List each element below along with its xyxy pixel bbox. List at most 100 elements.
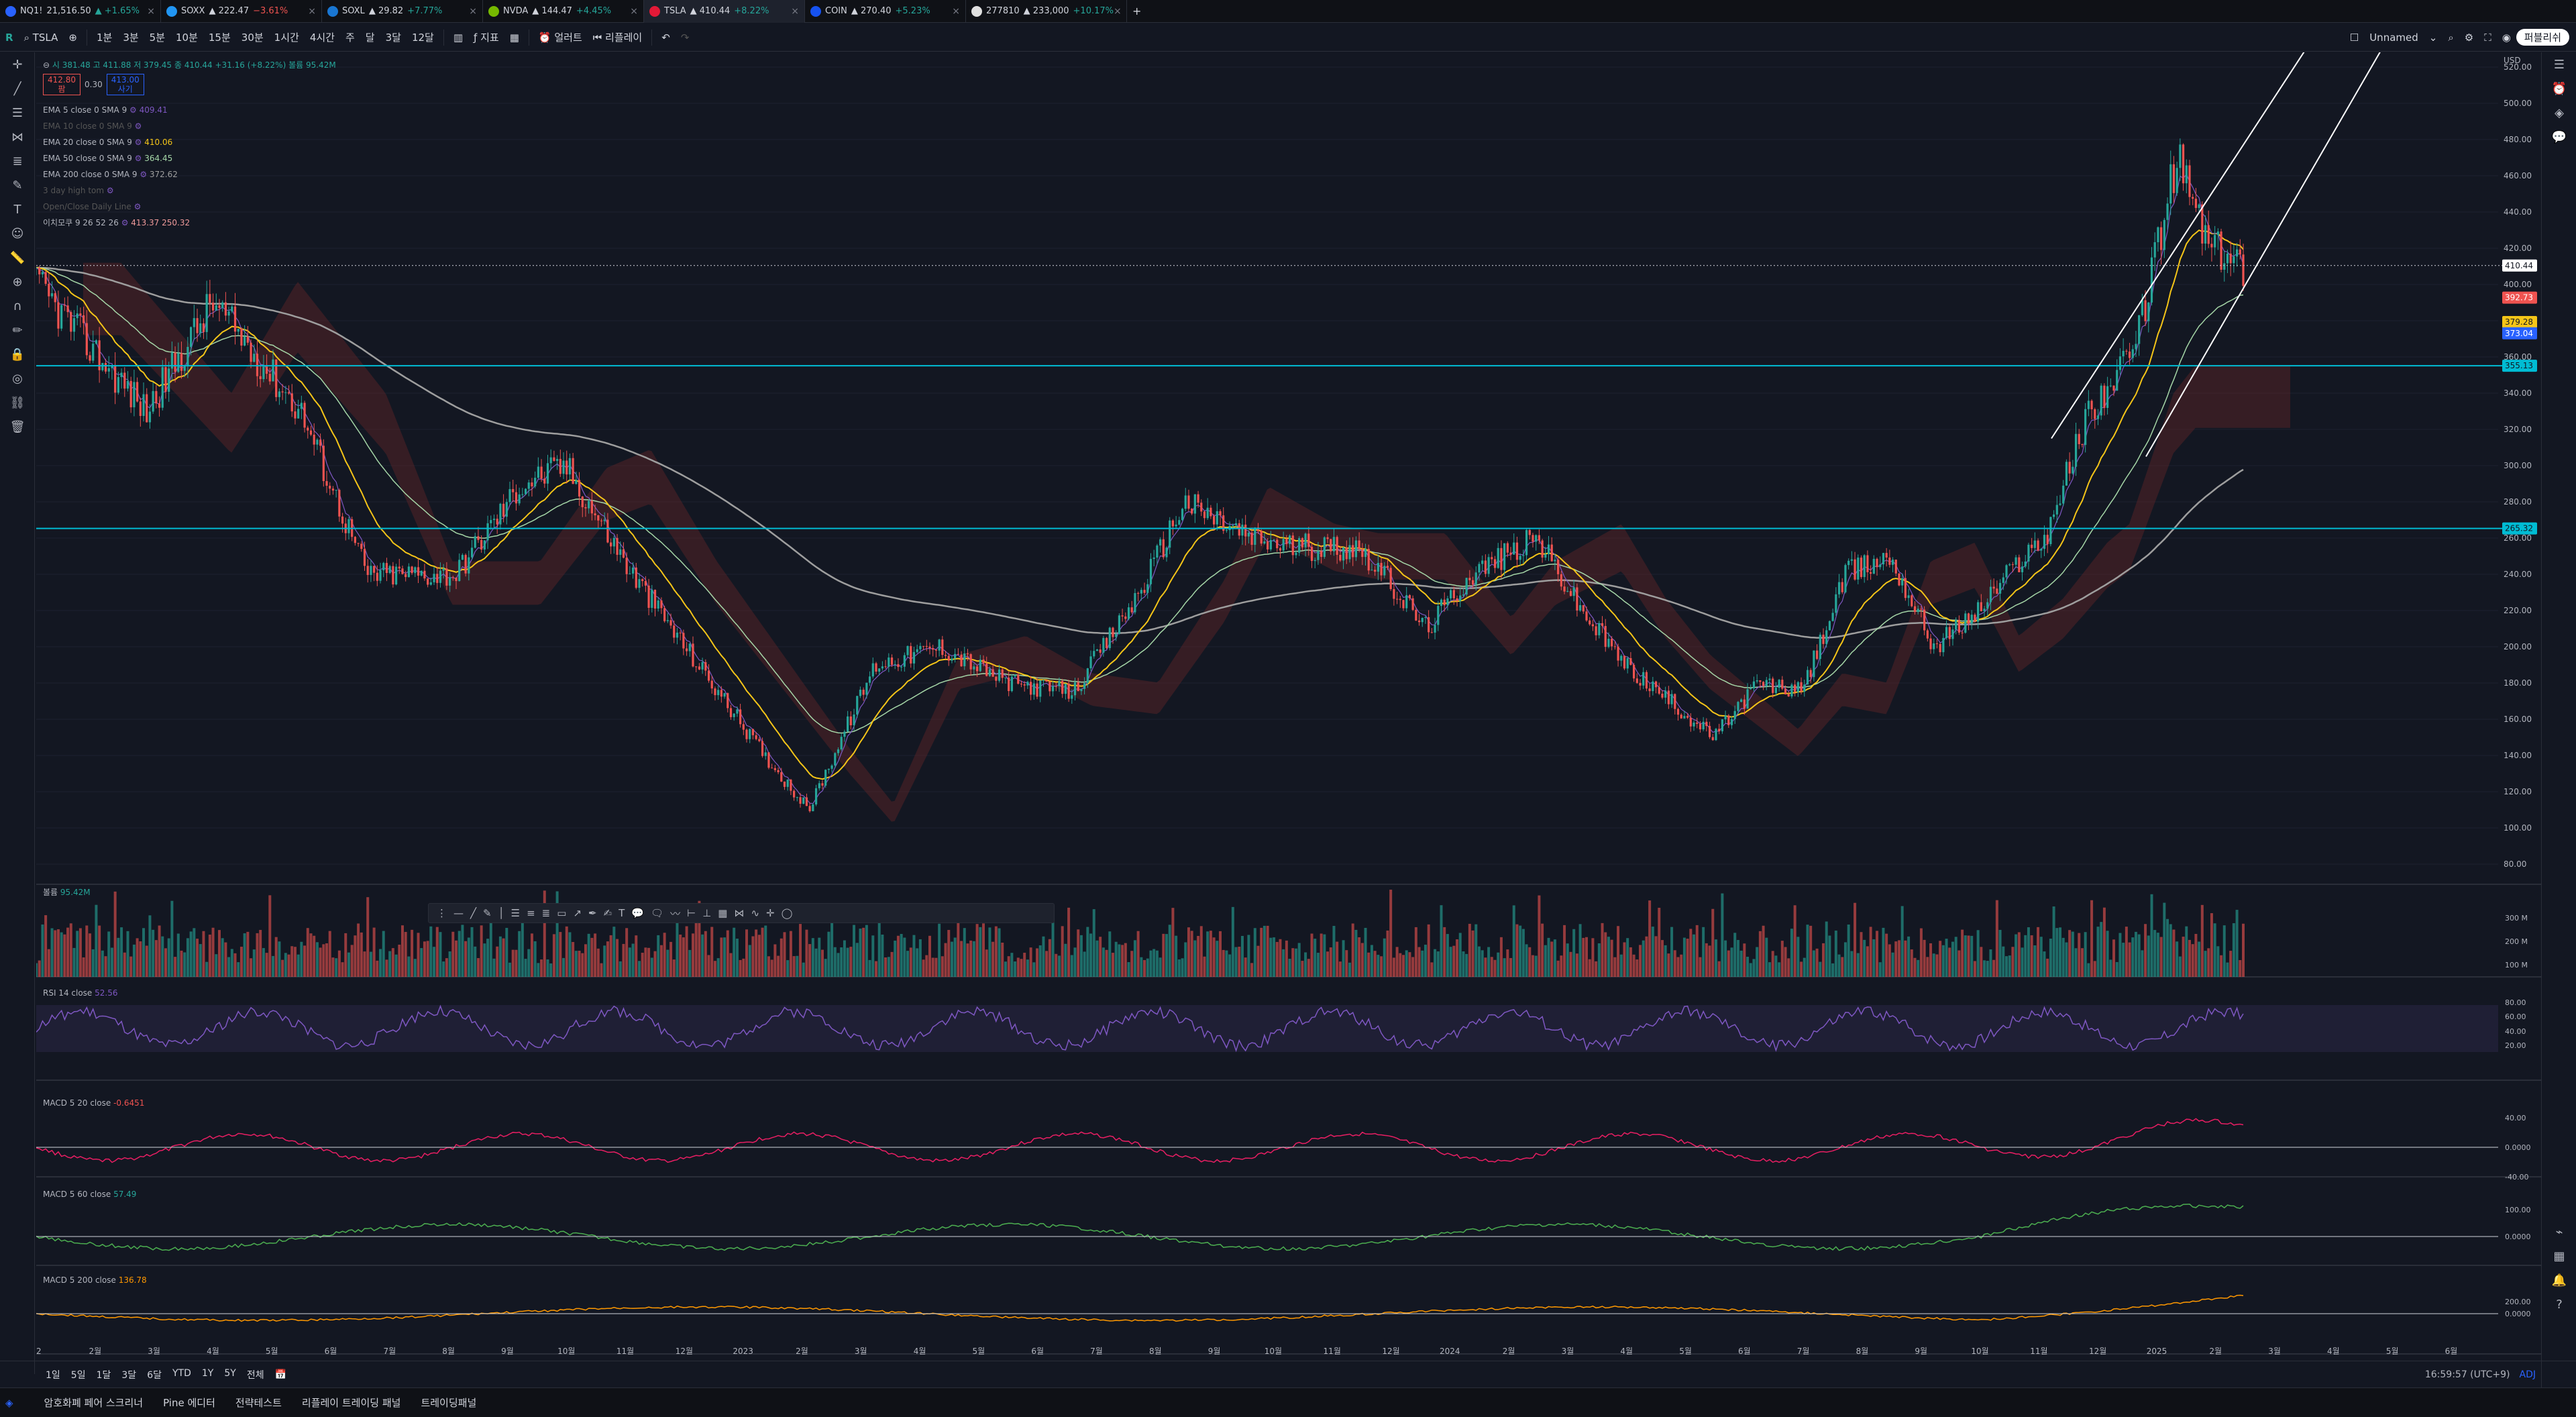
layout-name[interactable]: Unnamed: [2369, 31, 2418, 44]
calendar-icon[interactable]: ▦: [2553, 1249, 2565, 1263]
close-icon[interactable]: ×: [469, 5, 477, 17]
clock[interactable]: 16:59:57 (UTC+9): [2424, 1369, 2510, 1380]
tab-coin[interactable]: COIN ▲ 270.40 +5.23% ×: [805, 0, 966, 23]
crosshair-icon[interactable]: ✛: [12, 57, 23, 72]
layout-icon[interactable]: ☐: [2349, 31, 2359, 44]
rectangle-icon[interactable]: ▭: [557, 907, 567, 919]
indicator-settings-icon[interactable]: ⚙: [121, 218, 129, 227]
interval-3[interactable]: 10분: [176, 32, 198, 44]
date-range-icon[interactable]: ⊢: [687, 907, 696, 919]
pattern-icon[interactable]: ⋈: [734, 907, 745, 919]
goto-date-icon[interactable]: 📅: [274, 1369, 287, 1380]
tab-nvda[interactable]: NVDA ▲ 144.47 +4.45% ×: [483, 0, 644, 23]
range-4[interactable]: 6달: [147, 1369, 162, 1381]
indicator-settings-icon[interactable]: ⚙: [134, 154, 142, 163]
footer-tab-0[interactable]: 암호화폐 페어 스크리너: [44, 1397, 144, 1409]
range-6[interactable]: 1Y: [201, 1367, 214, 1379]
interval-8[interactable]: 주: [345, 32, 355, 44]
range-1[interactable]: 5일: [70, 1369, 86, 1381]
interval-2[interactable]: 5분: [149, 32, 165, 44]
indicator-row[interactable]: EMA 10 close 0 SMA 9 ⚙: [43, 118, 190, 134]
close-icon[interactable]: ×: [791, 5, 799, 17]
buy-button[interactable]: 413.00 사기: [106, 74, 144, 95]
pattern-icon[interactable]: ⋈: [11, 129, 23, 144]
tab-277810[interactable]: 277810 ▲ 233,000 +10.17% ×: [966, 0, 1127, 23]
indicator-row[interactable]: EMA 20 close 0 SMA 9 ⚙ 410.06: [43, 134, 190, 150]
indicator-settings-icon[interactable]: ⚙: [133, 202, 142, 211]
indicator-settings-icon[interactable]: ⚙: [134, 121, 142, 131]
text-icon[interactable]: T: [619, 907, 625, 919]
range-2[interactable]: 1달: [96, 1369, 111, 1381]
footer-tab-1[interactable]: Pine 에디터: [163, 1397, 215, 1409]
footer-tab-3[interactable]: 리플레이 트레이딩 패널: [301, 1397, 401, 1409]
footer-tab-4[interactable]: 트레이딩패널: [421, 1397, 477, 1409]
indicator-settings-icon[interactable]: ⚙: [134, 138, 142, 147]
range-3[interactable]: 3달: [121, 1369, 137, 1381]
interval-6[interactable]: 1시간: [274, 32, 299, 44]
chevron-down-icon[interactable]: ⌄: [2428, 31, 2438, 44]
indicator-row[interactable]: 3 day high tom ⚙: [43, 182, 190, 199]
alerts-clock-icon[interactable]: ⏰: [2551, 81, 2567, 96]
sell-button[interactable]: 412.80 팜: [43, 74, 80, 95]
range-5[interactable]: YTD: [172, 1367, 191, 1379]
link-icon[interactable]: ⛓: [9, 395, 25, 410]
undo-icon[interactable]: ↶: [661, 31, 670, 44]
brush-icon[interactable]: ✎: [12, 178, 23, 193]
text-icon[interactable]: T: [13, 202, 21, 217]
vertical-line-icon[interactable]: │: [498, 907, 504, 919]
notifications-icon[interactable]: 🔔: [2551, 1273, 2567, 1288]
indicator-row[interactable]: 이치모쿠 9 26 52 26 ⚙ 413.37 250.32: [43, 215, 190, 231]
ellipse-icon[interactable]: ◯: [781, 907, 793, 919]
note-icon[interactable]: 🗨: [651, 907, 664, 919]
legend-menu-icon[interactable]: ⊖: [43, 60, 52, 70]
drag-handle-icon[interactable]: ⋮: [437, 907, 447, 919]
indicator-settings-icon[interactable]: ⚙: [106, 186, 114, 195]
layers-icon[interactable]: ◈: [2555, 105, 2564, 120]
indicator-row[interactable]: EMA 50 close 0 SMA 9 ⚙ 364.45: [43, 150, 190, 166]
brush-icon[interactable]: ✎: [483, 907, 492, 919]
close-icon[interactable]: ×: [1114, 5, 1122, 17]
user-avatar[interactable]: R: [5, 31, 13, 44]
price-range-icon[interactable]: ⊥: [702, 907, 712, 919]
candle-type-icon[interactable]: ▥: [453, 31, 464, 44]
indicator-row[interactable]: EMA 5 close 0 SMA 9 ⚙ 409.41: [43, 102, 190, 118]
horizontal-lines-icon[interactable]: ☰: [11, 105, 23, 120]
close-icon[interactable]: ×: [147, 5, 155, 17]
interval-11[interactable]: 12달: [411, 32, 434, 44]
close-icon[interactable]: ×: [630, 5, 638, 17]
interval-4[interactable]: 15분: [208, 32, 231, 44]
channel-icon[interactable]: ≡: [527, 907, 535, 919]
redo-icon[interactable]: ↷: [680, 31, 690, 44]
indicator-settings-icon[interactable]: ⚙: [129, 105, 137, 115]
help-icon[interactable]: ?: [2556, 1297, 2563, 1312]
search-icon[interactable]: ⌕: [2448, 31, 2454, 44]
range-8[interactable]: 전체: [246, 1369, 264, 1381]
interval-7[interactable]: 4시간: [309, 32, 335, 44]
indicators-button[interactable]: ƒ 지표: [468, 30, 504, 44]
trash-icon[interactable]: 🗑: [9, 419, 25, 434]
fib-icon[interactable]: ≣: [541, 907, 551, 919]
elliott-icon[interactable]: ∿: [751, 907, 760, 919]
interval-5[interactable]: 30분: [241, 32, 264, 44]
callout-icon[interactable]: 💬: [631, 907, 645, 919]
range-7[interactable]: 5Y: [224, 1367, 236, 1379]
replay-button[interactable]: ⏮ 리플레이: [588, 30, 647, 44]
line-icon[interactable]: —: [453, 907, 464, 919]
trendline-icon[interactable]: ╱: [13, 81, 21, 96]
interval-1[interactable]: 3분: [123, 32, 139, 44]
ideas-icon[interactable]: ⌁: [2555, 1224, 2563, 1239]
path-icon[interactable]: 〰: [670, 907, 681, 920]
horizontal-lines-icon[interactable]: ☰: [511, 907, 521, 919]
ruler-icon[interactable]: 📏: [9, 250, 25, 265]
adj-toggle[interactable]: ADJ: [2519, 1369, 2536, 1380]
tab-soxl[interactable]: SOXL ▲ 29.82 +7.77% ×: [322, 0, 483, 23]
watchlist-icon[interactable]: ☰: [2553, 57, 2565, 72]
pen-icon[interactable]: ✒: [588, 907, 597, 919]
eye-icon[interactable]: ◎: [12, 371, 23, 386]
templates-icon[interactable]: ▦: [509, 31, 519, 44]
close-icon[interactable]: ×: [308, 5, 316, 17]
interval-10[interactable]: 3달: [385, 32, 401, 44]
indicator-row[interactable]: Open/Close Daily Line ⚙: [43, 199, 190, 215]
new-tab-button[interactable]: +: [1132, 5, 1142, 17]
indicator-settings-icon[interactable]: ⚙: [140, 170, 148, 179]
